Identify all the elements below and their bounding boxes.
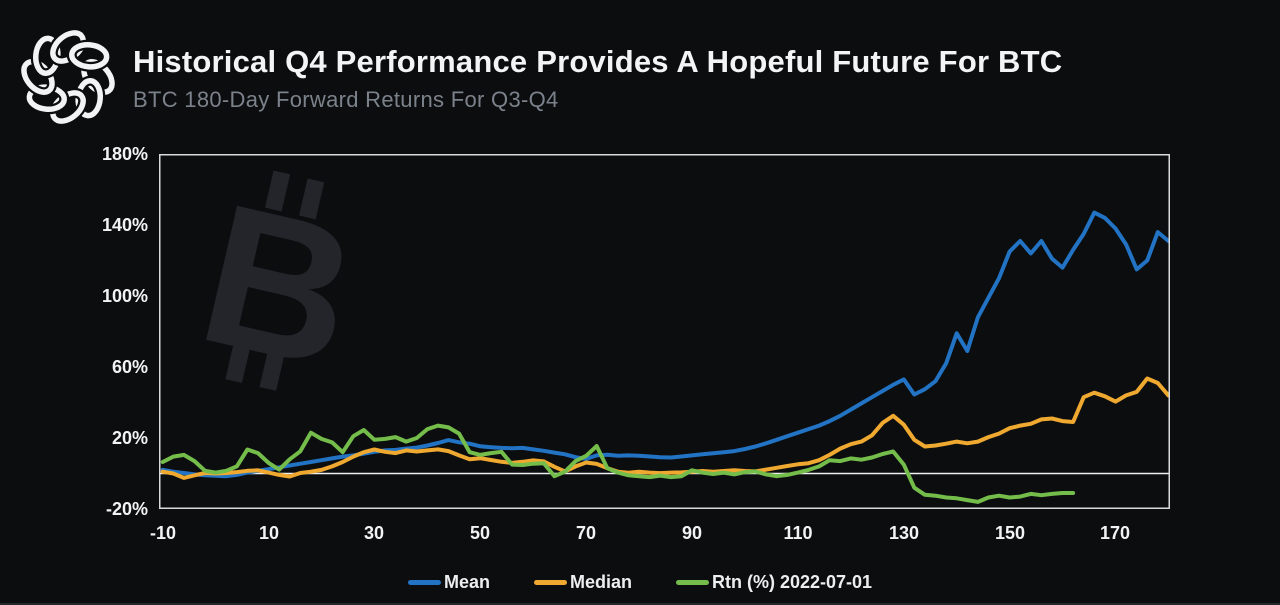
- y-axis-tick--20%: -20%: [105, 499, 148, 519]
- x-axis-tick-150: 150: [994, 523, 1026, 543]
- x-axis-tick-130: 130: [888, 523, 920, 543]
- x-axis-tick-10: 10: [258, 523, 280, 543]
- chart-legend: Mean Median Rtn (%) 2022-07-01: [0, 567, 1280, 597]
- x-axis-tick-70: 70: [575, 523, 597, 543]
- median-line-swatch: [533, 579, 567, 585]
- x-axis-tick-170: 170: [1099, 523, 1131, 543]
- x-axis-tick--10: -10: [149, 523, 176, 543]
- series-line-median: [160, 376, 1170, 480]
- y-axis-tick-140%: 140%: [101, 215, 148, 235]
- series-line-mean: [160, 210, 1170, 479]
- logo-ring: [18, 27, 118, 127]
- legend-label-rtn: Rtn (%) 2022-07-01: [711, 571, 873, 592]
- legend-label-median: Median: [569, 571, 632, 592]
- y-axis-tick-100%: 100%: [101, 286, 148, 306]
- btc-prong-bottom-right: [259, 349, 285, 391]
- page-title: Historical Q4 Performance Provides A Hop…: [133, 44, 1063, 79]
- y-axis-tick-20%: 20%: [111, 428, 148, 448]
- plot-border: [159, 154, 1170, 509]
- x-axis-tick-30: 30: [363, 523, 385, 543]
- knot-ring-logo: [18, 27, 118, 127]
- x-axis-tick-110: 110: [783, 523, 813, 543]
- legend-label-mean: Mean: [443, 571, 490, 592]
- y-axis-tick-60%: 60%: [111, 357, 148, 377]
- series-line-rtn-2022-07-01: [160, 423, 1076, 504]
- btc-prong-top-left: [264, 170, 291, 212]
- btc-prong-top-right: [299, 178, 325, 220]
- y-axis-tick-180%: 180%: [101, 144, 148, 164]
- legend-item-median: Median: [533, 571, 632, 593]
- x-axis-tick-50: 50: [469, 523, 491, 543]
- mean-line-swatch: [407, 579, 441, 585]
- rtn-line-swatch: [675, 579, 709, 585]
- bitcoin-watermark-icon: B: [183, 161, 374, 406]
- legend-item-mean: Mean: [407, 571, 490, 593]
- x-axis-tick-90: 90: [681, 523, 703, 543]
- chart-plot: [159, 154, 1170, 509]
- page-subtitle: BTC 180-Day Forward Returns For Q3-Q4: [133, 87, 559, 112]
- bottom-divider: [0, 603, 1280, 605]
- btc-prong-bottom-left: [225, 342, 251, 383]
- legend-item-rtn: Rtn (%) 2022-07-01: [675, 571, 873, 593]
